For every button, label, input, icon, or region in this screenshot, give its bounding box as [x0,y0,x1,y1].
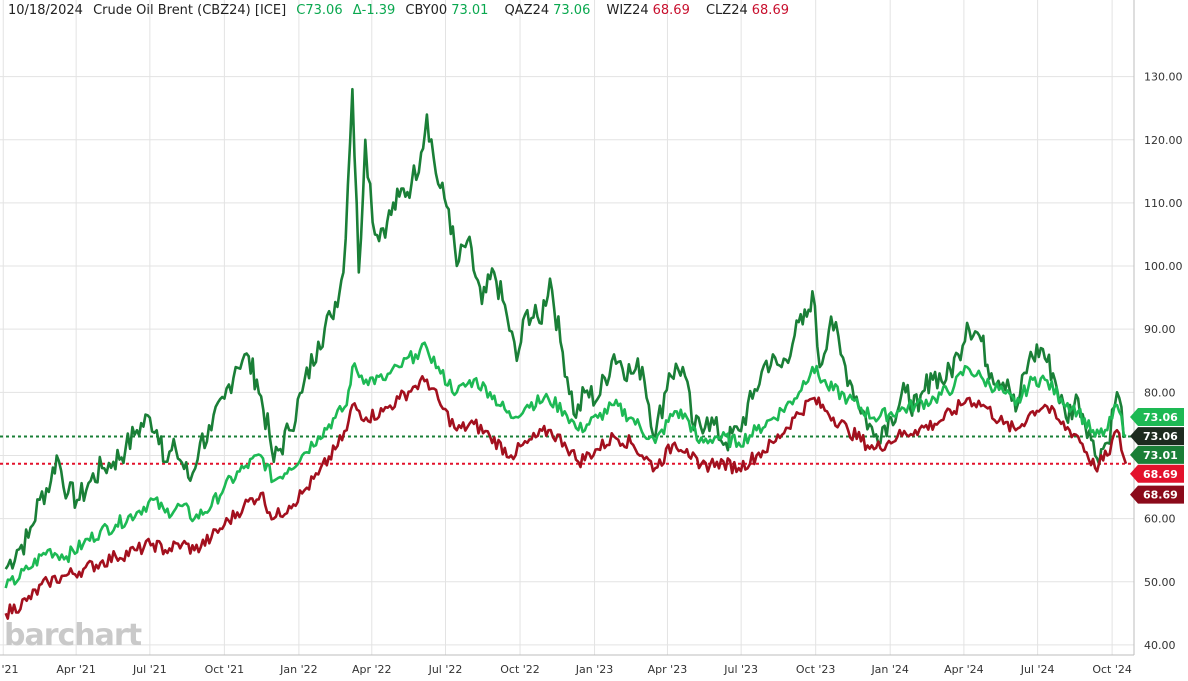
vertical-gridlines [0,0,1134,656]
y-tick-label: 100.00 [1144,260,1183,273]
header-item-label: CLZ24 [705,3,748,18]
price-badge-shape [1130,464,1184,483]
x-tick-label: Jul '24 [1020,663,1055,676]
series-line-WIZ24 [4,375,1128,620]
header-item-3: CLZ24 68.69 [706,3,795,18]
x-tick-label: Jul '22 [428,663,463,676]
header-date: 10/18/2024 [8,3,83,18]
barchart-logo: barchart [4,618,142,653]
header-item-value: 73.06 [553,3,591,18]
x-tick-label: Oct '23 [796,663,836,676]
y-tick-label: 40.00 [1144,639,1176,652]
price-badge: 68.69 [1130,464,1184,483]
chart-header: 10/18/2024 Crude Oil Brent (CBZ24) [ICE]… [8,3,801,18]
x-tick-label: Apr '22 [352,663,392,676]
series-line-CBY00 [4,87,1127,570]
y-tick-label: 130.00 [1144,71,1183,84]
y-tick-label: 110.00 [1144,197,1183,210]
x-tick-label: Apr '24 [944,663,984,676]
x-tick-label: Jan '23 [575,663,613,676]
header-item-value: 73.01 [451,3,489,18]
header-symbol-name: Crude Oil Brent (CBZ24) [ICE] [93,3,287,18]
price-badge-label: 73.06 [1143,411,1178,424]
price-badge-shape [1130,407,1184,426]
x-tick-label: Oct '24 [1092,663,1132,676]
y-tick-label: 50.00 [1144,576,1176,589]
x-tick-label: Oct '22 [500,663,540,676]
x-tick-label: Apr '23 [648,663,688,676]
header-item-2: WIZ24 68.69 [606,3,695,18]
x-tick-label: Jan '24 [870,663,908,676]
header-item-label: QAZ24 [504,3,550,18]
header-item-1: QAZ24 73.06 [505,3,597,18]
x-tick-label: Jul '23 [723,663,758,676]
price-badge-shape [1130,445,1184,464]
price-badge-label: 73.06 [1143,430,1178,443]
price-badge-label: 68.69 [1143,489,1178,502]
last-price-badges: 73.06 73.06 73.01 68.69 68.69 [1130,407,1184,504]
x-tick-label: Jan '22 [279,663,317,676]
y-tick-label: 60.00 [1144,513,1176,526]
x-tick-label: Jul '21 [132,663,167,676]
price-badge: 73.06 [1130,427,1184,446]
y-tick-label: 120.00 [1144,134,1183,147]
x-tick-label: Apr '21 [56,663,96,676]
horizontal-gridlines [0,76,1134,646]
price-badge-shape [1130,485,1184,504]
price-badge-shape [1130,427,1184,446]
header-item-value: 68.69 [652,3,690,18]
y-tick-label: 80.00 [1144,386,1176,399]
series-line-QAZ24 [4,341,1127,589]
series-lines [4,87,1128,620]
price-badge: 68.69 [1130,485,1184,504]
header-change: Δ-1.39 [352,3,396,18]
header-item-value: 68.69 [751,3,789,18]
price-badge-label: 73.01 [1143,449,1178,462]
x-tick-label: '21 [1,663,18,676]
date-axis-labels: '21 Apr '21 Jul '21 Oct '21 Jan '22 Apr '22 Ju… [1,663,1131,676]
header-item-0: CBY00 73.01 [405,3,494,18]
price-axis-labels: 40.0050.0060.0070.0080.0090.00100.00110.… [1144,71,1183,652]
price-badge-label: 68.69 [1143,468,1178,481]
y-tick-label: 90.00 [1144,323,1176,336]
price-badge: 73.06 [1130,407,1184,426]
x-tick-label: Oct '21 [205,663,245,676]
price-badge: 73.01 [1130,445,1184,464]
header-item-label: WIZ24 [606,3,649,18]
header-item-label: CBY00 [405,3,448,18]
header-close: C73.06 [296,3,343,18]
